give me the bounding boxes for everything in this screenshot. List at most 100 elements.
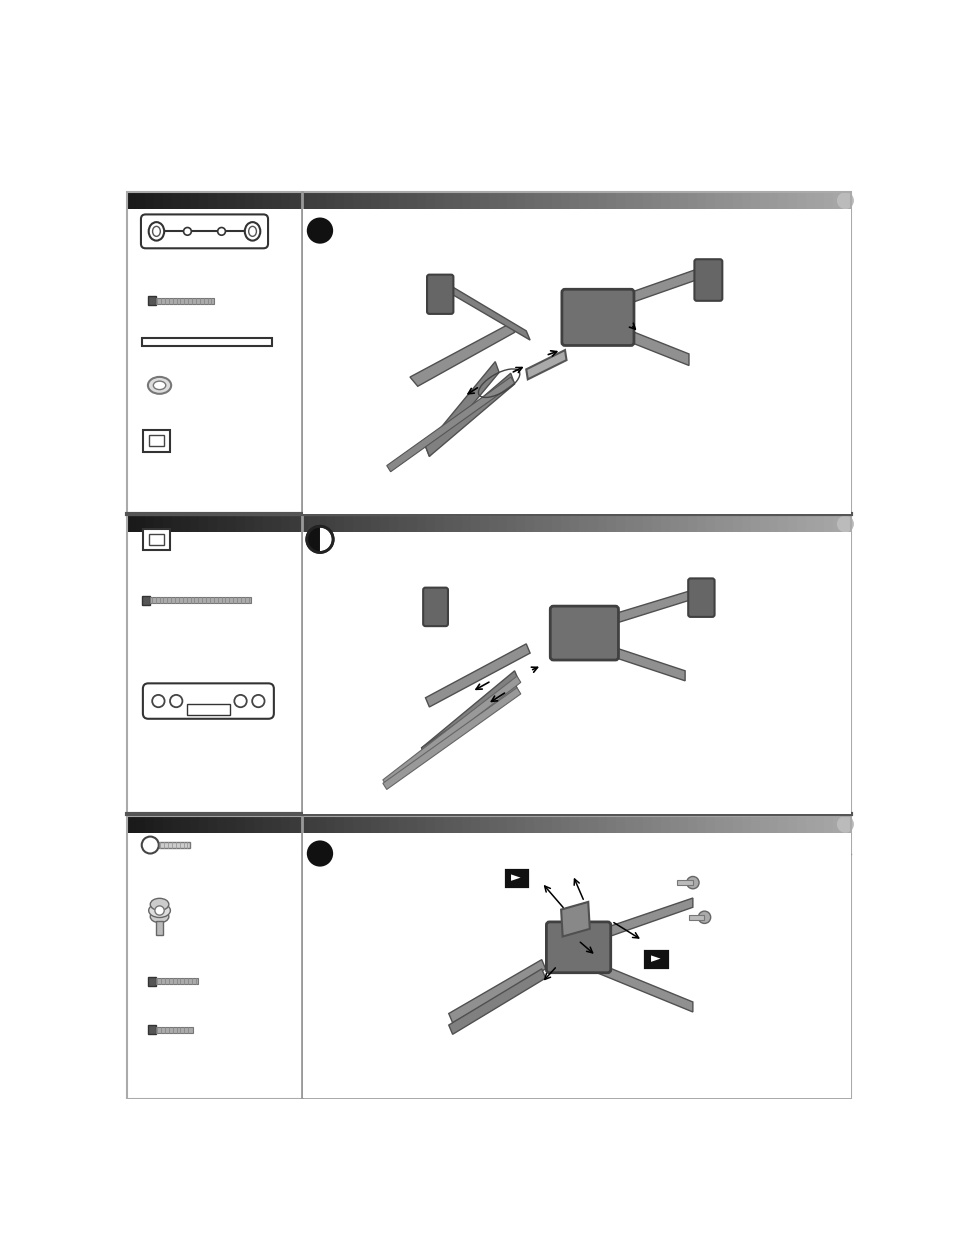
- Bar: [471, 193, 480, 209]
- Bar: [181, 816, 191, 832]
- FancyBboxPatch shape: [187, 704, 230, 715]
- Bar: [687, 193, 697, 209]
- Bar: [778, 515, 787, 532]
- Bar: [597, 816, 607, 832]
- Bar: [741, 515, 751, 532]
- Bar: [715, 193, 724, 209]
- Bar: [461, 816, 471, 832]
- Bar: [163, 515, 172, 532]
- Bar: [651, 515, 661, 532]
- Bar: [741, 193, 751, 209]
- Polygon shape: [557, 629, 684, 680]
- Bar: [705, 515, 715, 532]
- Bar: [298, 193, 309, 209]
- Ellipse shape: [150, 898, 169, 910]
- Circle shape: [307, 217, 333, 243]
- Bar: [272, 816, 281, 832]
- Bar: [841, 515, 851, 532]
- Text: ►: ►: [511, 872, 520, 884]
- Bar: [272, 193, 281, 209]
- Bar: [226, 515, 236, 532]
- Bar: [733, 816, 742, 832]
- Bar: [191, 816, 200, 832]
- Bar: [542, 816, 553, 832]
- Bar: [588, 515, 598, 532]
- Bar: [208, 193, 218, 209]
- Bar: [524, 515, 535, 532]
- Bar: [127, 832, 302, 1099]
- Bar: [154, 193, 164, 209]
- Bar: [371, 193, 380, 209]
- Bar: [290, 816, 299, 832]
- Bar: [398, 816, 408, 832]
- Bar: [841, 816, 851, 832]
- Bar: [316, 515, 327, 532]
- Bar: [516, 193, 525, 209]
- Bar: [615, 816, 625, 832]
- Circle shape: [142, 836, 158, 853]
- Bar: [362, 515, 372, 532]
- Circle shape: [307, 526, 333, 552]
- Bar: [143, 529, 170, 550]
- Bar: [145, 816, 154, 832]
- Bar: [814, 816, 823, 832]
- Bar: [302, 209, 850, 514]
- Bar: [606, 816, 616, 832]
- Bar: [199, 816, 209, 832]
- Bar: [416, 515, 426, 532]
- Bar: [751, 193, 760, 209]
- Bar: [298, 816, 309, 832]
- Bar: [506, 816, 517, 832]
- FancyBboxPatch shape: [427, 274, 453, 314]
- Bar: [669, 193, 679, 209]
- Bar: [606, 193, 616, 209]
- Bar: [326, 515, 335, 532]
- Bar: [226, 193, 236, 209]
- Bar: [804, 193, 815, 209]
- Bar: [705, 193, 715, 209]
- Bar: [723, 193, 733, 209]
- Bar: [156, 921, 162, 935]
- Bar: [822, 193, 833, 209]
- FancyBboxPatch shape: [546, 921, 610, 973]
- Circle shape: [234, 695, 247, 708]
- Polygon shape: [425, 643, 530, 706]
- Bar: [155, 1026, 193, 1032]
- Bar: [145, 515, 154, 532]
- Bar: [453, 515, 462, 532]
- Bar: [660, 193, 670, 209]
- Bar: [371, 816, 380, 832]
- Bar: [416, 816, 426, 832]
- Ellipse shape: [148, 377, 171, 394]
- Bar: [524, 193, 535, 209]
- FancyBboxPatch shape: [687, 578, 714, 618]
- Bar: [191, 515, 200, 532]
- Polygon shape: [425, 362, 498, 457]
- Bar: [253, 193, 263, 209]
- Bar: [660, 515, 670, 532]
- Bar: [497, 816, 507, 832]
- Bar: [615, 193, 625, 209]
- Text: ►: ►: [650, 952, 659, 966]
- Bar: [687, 816, 697, 832]
- Bar: [769, 193, 779, 209]
- Bar: [624, 816, 634, 832]
- Bar: [453, 816, 462, 832]
- Bar: [697, 816, 706, 832]
- Bar: [578, 816, 589, 832]
- Bar: [552, 816, 561, 832]
- Bar: [302, 832, 850, 1099]
- Bar: [272, 515, 281, 532]
- Bar: [389, 816, 398, 832]
- Bar: [570, 515, 579, 532]
- Bar: [149, 436, 164, 446]
- Bar: [578, 193, 589, 209]
- Bar: [778, 816, 787, 832]
- Bar: [488, 193, 498, 209]
- Ellipse shape: [836, 515, 853, 532]
- Polygon shape: [448, 284, 530, 340]
- Bar: [127, 193, 850, 514]
- Bar: [679, 816, 688, 832]
- Ellipse shape: [149, 904, 171, 918]
- Bar: [435, 515, 444, 532]
